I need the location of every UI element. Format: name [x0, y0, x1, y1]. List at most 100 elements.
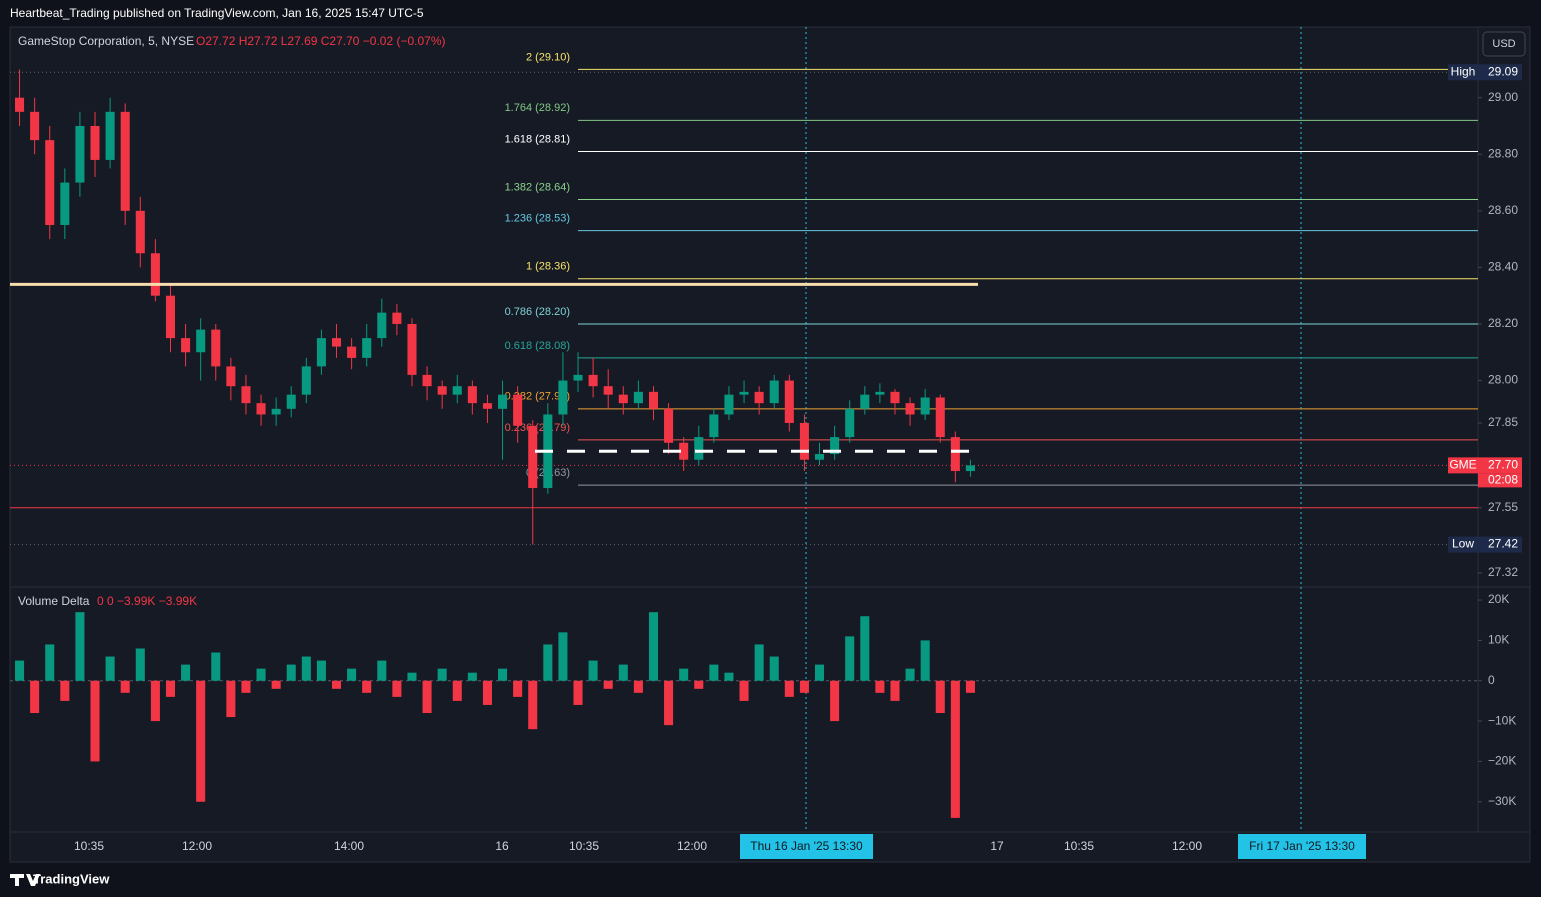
candle-body — [739, 391, 749, 395]
candle-body — [950, 437, 960, 472]
fib-label: 0.786 (28.20) — [505, 306, 570, 318]
candle-body — [664, 408, 674, 443]
currency-label[interactable]: USD — [1492, 38, 1515, 50]
volume-bar — [437, 668, 447, 681]
volume-bar — [347, 668, 357, 681]
price-tick-label: 28.20 — [1488, 316, 1518, 330]
fib-label: 1.764 (28.92) — [505, 102, 570, 114]
volume-bar — [950, 680, 960, 818]
time-label: 12:00 — [182, 839, 212, 853]
candle-body — [452, 386, 462, 395]
price-tick-label: 28.80 — [1488, 146, 1518, 160]
volume-bar — [392, 680, 402, 697]
time-label: 12:00 — [677, 839, 707, 853]
time-label: 10:35 — [569, 839, 599, 853]
volume-bar — [709, 664, 719, 681]
volume-legend-values: 0 0 −3.99K −3.99K — [97, 594, 197, 608]
fib-label: 1.236 (28.53) — [505, 213, 570, 225]
candle-body — [165, 295, 176, 339]
volume-bar — [286, 664, 296, 681]
ohlc-legend: O27.72 H27.72 L27.69 C27.70 −0.02 (−0.07… — [196, 34, 446, 48]
candle-body — [905, 403, 915, 415]
countdown-badge — [1478, 473, 1522, 488]
candle-body — [90, 125, 100, 160]
volume-bar — [165, 680, 176, 697]
time-label: 17 — [990, 839, 1004, 853]
volume-bar — [271, 680, 281, 689]
volume-bar — [256, 668, 266, 681]
candle-body — [181, 338, 191, 353]
candle-body — [135, 210, 145, 254]
volume-bar — [573, 680, 583, 705]
low-price-label: 27.42 — [1488, 537, 1518, 551]
candle-body — [875, 391, 885, 395]
volume-bar — [452, 680, 462, 701]
currency-button[interactable] — [1482, 31, 1526, 57]
volume-bar — [15, 660, 25, 681]
last-badge — [1448, 457, 1478, 474]
candle-body — [558, 380, 568, 415]
candle-body — [120, 111, 130, 211]
volume-bar — [543, 644, 553, 681]
crosshair-time-label: Fri 17 Jan '25 13:30 — [1249, 839, 1355, 853]
chart-panel — [9, 26, 1531, 863]
candle-body — [603, 386, 613, 395]
volume-bar — [316, 660, 326, 681]
volume-bar — [196, 680, 206, 802]
brand: TradingView — [33, 871, 110, 886]
fib-label: 1 (28.36) — [526, 261, 570, 273]
price-tick-label: 28.00 — [1488, 373, 1518, 387]
volume-bar — [226, 680, 236, 718]
candle-body — [256, 403, 266, 415]
volume-tick-label: 20K — [1488, 592, 1509, 606]
candle-body — [648, 391, 659, 409]
volume-bar — [754, 644, 764, 681]
volume-bar — [694, 680, 704, 689]
candle-body — [573, 374, 583, 381]
candle-body — [331, 338, 342, 347]
volume-bar — [120, 680, 130, 693]
last-price-badge — [1478, 457, 1522, 474]
candle-body — [241, 386, 251, 404]
candle-body — [271, 408, 281, 415]
volume-tick-label: −20K — [1488, 754, 1516, 768]
candle-body — [407, 323, 417, 375]
low-badge-label: Low — [1452, 537, 1474, 551]
volume-bar — [75, 612, 85, 681]
low-price-badge — [1478, 536, 1522, 553]
candle-body — [15, 97, 25, 112]
candle-body — [769, 380, 779, 404]
candle-body — [528, 425, 538, 489]
price-tick-label: 27.55 — [1488, 500, 1518, 514]
volume-bar — [377, 660, 387, 681]
price-tick-label: 27.32 — [1488, 565, 1518, 579]
candle-body — [392, 312, 402, 324]
candle-body — [226, 366, 236, 387]
candle-body — [513, 394, 523, 426]
fib-label: 0.618 (28.08) — [505, 340, 570, 352]
high-badge-label: High — [1451, 64, 1476, 78]
candle-body — [467, 386, 477, 404]
tradingview-logo — [10, 874, 40, 886]
volume-bar — [301, 656, 311, 681]
candle-body — [860, 394, 870, 409]
candle-body — [784, 380, 794, 423]
publisher-header: Heartbeat_Trading published on TradingVi… — [10, 6, 424, 20]
volume-bar — [814, 664, 825, 681]
volume-bar — [422, 680, 432, 714]
candle-body — [301, 366, 311, 395]
price-tick-label: 27.85 — [1488, 415, 1518, 429]
candle-body — [316, 338, 326, 367]
volume-bar — [860, 616, 870, 681]
high-price-badge — [1478, 64, 1522, 81]
candle-body — [754, 391, 764, 404]
volume-tick-label: 10K — [1488, 633, 1509, 647]
volume-bar — [407, 672, 417, 681]
volume-bar — [845, 636, 855, 681]
last-badge-label: GME — [1449, 458, 1476, 472]
candle-body — [150, 253, 160, 296]
candle-body — [799, 422, 809, 460]
candle-body — [362, 338, 372, 358]
